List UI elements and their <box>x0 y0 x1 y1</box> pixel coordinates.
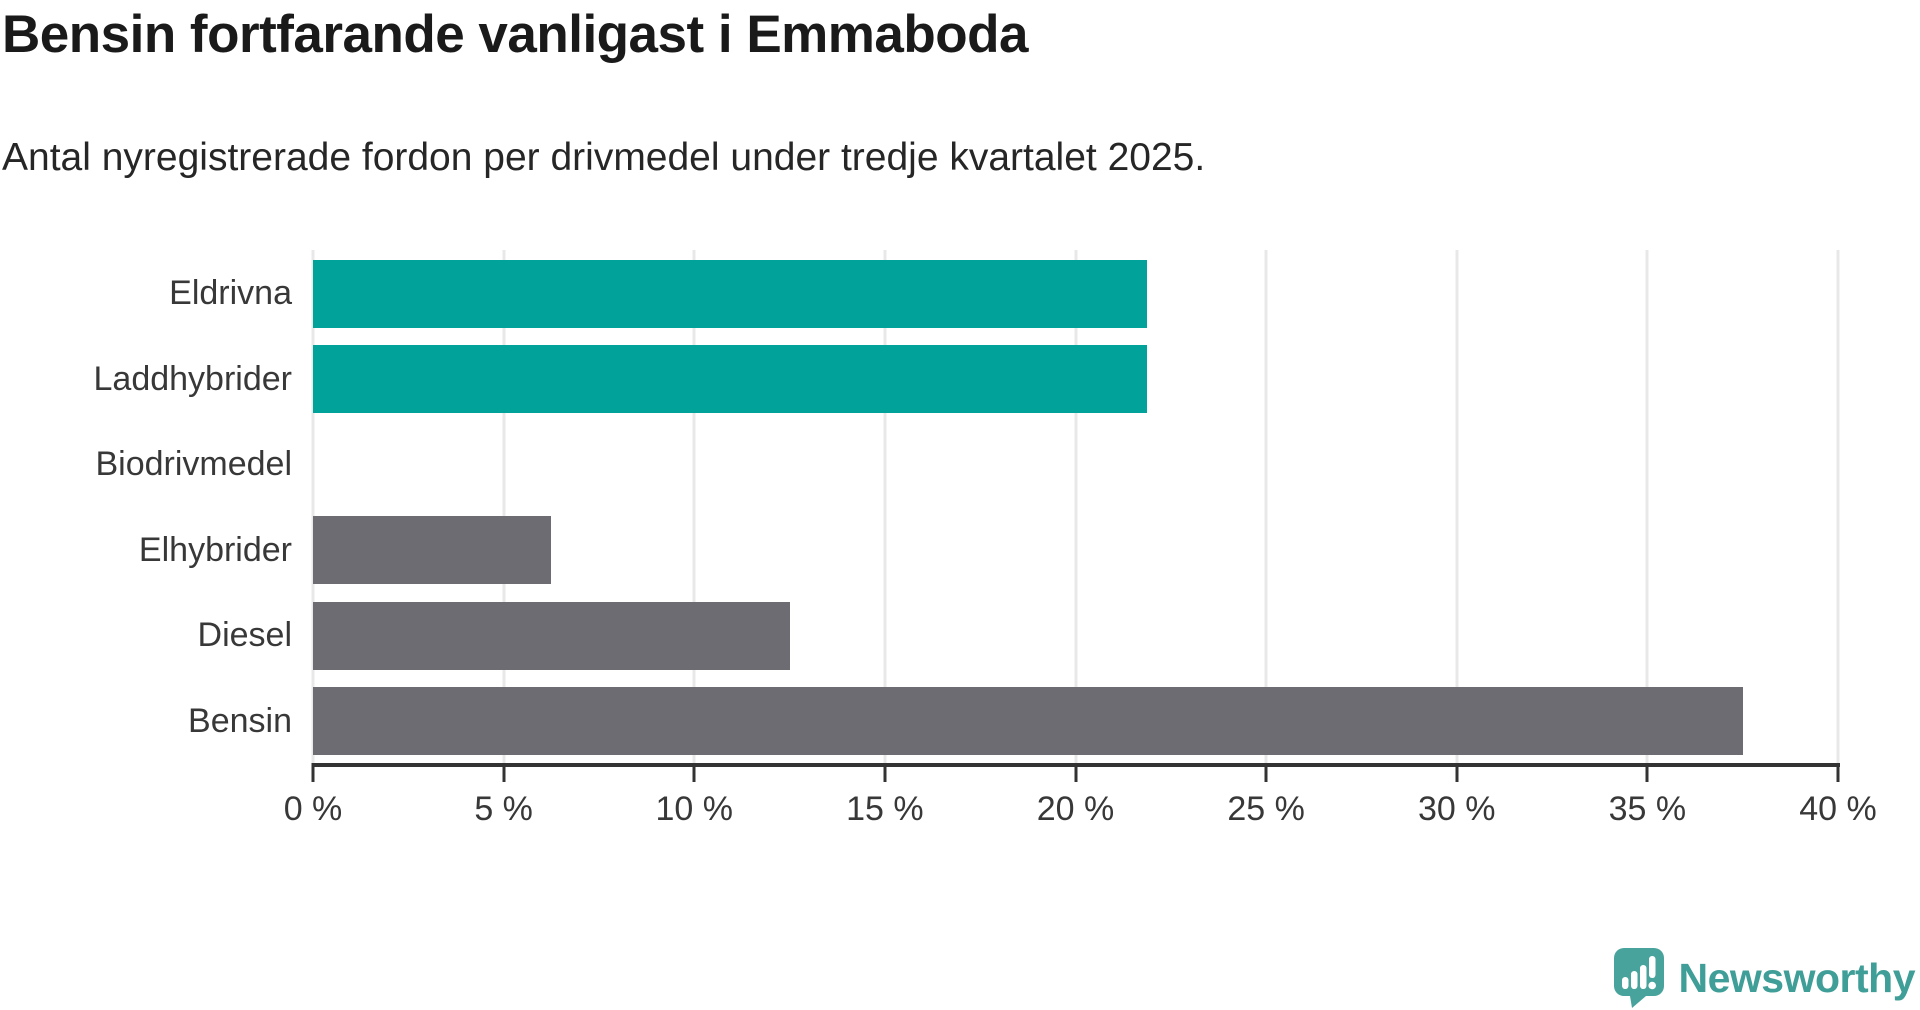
x-tick-label: 15 % <box>846 790 924 828</box>
category-label: Bensin <box>188 701 292 740</box>
gridline <box>1645 250 1649 763</box>
axis-tick <box>883 763 887 782</box>
chart-subtitle: Antal nyregistrerade fordon per drivmede… <box>2 136 1206 179</box>
category-label: Eldrivna <box>169 274 292 312</box>
category-label: Laddhybrider <box>93 359 292 398</box>
bar <box>313 601 790 670</box>
bar-track <box>313 601 1838 670</box>
x-tick-label: 30 % <box>1418 790 1496 828</box>
axis-tick <box>1645 763 1649 782</box>
bar-row: Laddhybrider <box>0 337 1920 423</box>
gridline <box>1836 250 1840 763</box>
bar-chart: 0 % 5 % 10 % 15 % 20 % 25 % 30 % 35 % 40 % Eldri… <box>0 250 1920 860</box>
bar <box>313 687 1743 756</box>
x-tick-label: 35 % <box>1608 790 1687 828</box>
bar-row: Eldrivna <box>0 251 1920 337</box>
plot-area: 0 % 5 % 10 % 15 % 20 % 25 % 30 % 35 % 40 % <box>284 250 1877 828</box>
category-label: Biodrivmedel <box>95 445 292 483</box>
category-label: Diesel <box>197 616 292 654</box>
x-tick-label: 5 % <box>474 790 533 828</box>
x-tick-label: 25 % <box>1227 790 1305 828</box>
bar <box>313 259 1147 328</box>
newsworthy-wordmark: Newsworthy <box>1678 954 1916 1001</box>
gridline <box>502 250 506 763</box>
x-tick-label: 20 % <box>1036 790 1115 828</box>
axis-tick <box>1836 763 1840 782</box>
bar-track <box>313 516 1838 585</box>
chart-title: Bensin fortfarande vanligast i Emmaboda <box>2 5 1029 64</box>
gridline <box>692 250 696 763</box>
bar-row: Elhybrider <box>0 508 1920 594</box>
x-tick-label: 10 % <box>655 790 734 828</box>
axis-tick <box>311 763 315 782</box>
axis-tick <box>502 763 506 782</box>
x-tick-label: 40 % <box>1799 790 1877 828</box>
gridline <box>1074 250 1077 763</box>
category-label: Elhybrider <box>138 530 292 569</box>
bar-track <box>313 345 1838 414</box>
axis-tick <box>1455 763 1459 782</box>
x-tick-label: 0 % <box>283 790 343 828</box>
newsworthy-logo: Newsworthy <box>1613 948 1916 1008</box>
gridline <box>311 250 315 763</box>
gridline <box>1264 250 1268 763</box>
bar-track <box>313 431 1838 499</box>
bar-rows: Eldrivna Laddhybrider Biodrivmedel Elhybrid… <box>0 251 1920 764</box>
bar-row: Bensin <box>0 679 1920 765</box>
bar-row: Diesel <box>0 593 1920 679</box>
newsworthy-speech-bubble-bar-chart-icon <box>1613 948 1664 1008</box>
axis-tick <box>1264 763 1268 782</box>
gridline <box>883 250 887 763</box>
bar <box>313 516 552 585</box>
axis-tick <box>1074 763 1077 782</box>
bar-track <box>313 259 1838 328</box>
axis-tick <box>692 763 696 782</box>
bar <box>313 345 1147 414</box>
gridline <box>1455 250 1459 763</box>
bar-track <box>313 687 1838 756</box>
bar-row: Biodrivmedel <box>0 422 1920 508</box>
